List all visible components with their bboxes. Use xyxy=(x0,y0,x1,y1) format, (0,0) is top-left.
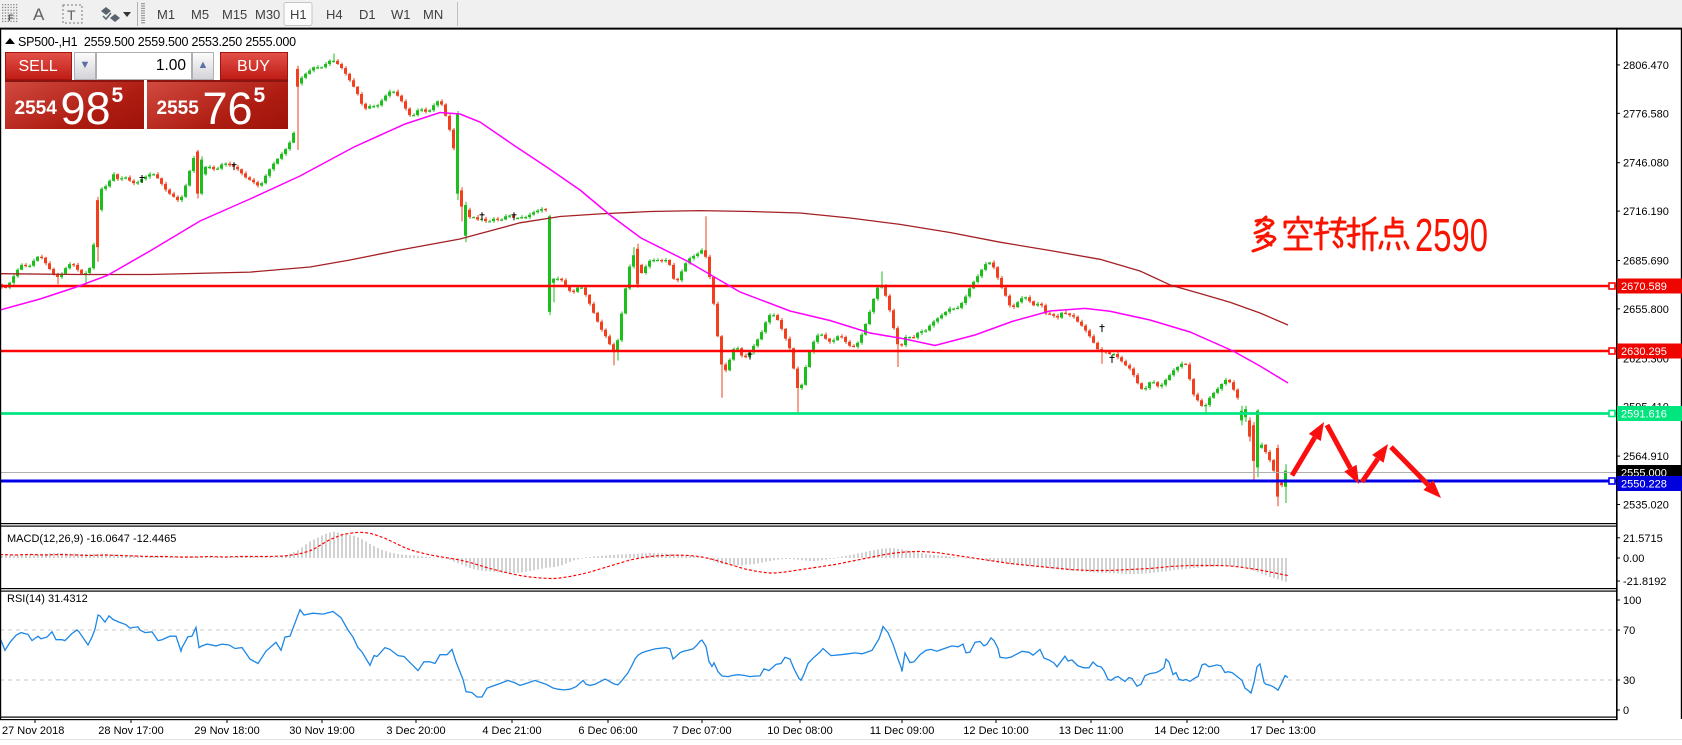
svg-text:27 Nov 2018: 27 Nov 2018 xyxy=(2,725,64,737)
svg-text:30 Nov 19:00: 30 Nov 19:00 xyxy=(289,725,354,737)
svg-text:2806.470: 2806.470 xyxy=(1623,60,1669,72)
svg-text:30: 30 xyxy=(1623,675,1635,687)
svg-text:14 Dec 12:00: 14 Dec 12:00 xyxy=(1154,725,1219,737)
svg-text:4 Dec 21:00: 4 Dec 21:00 xyxy=(482,725,541,737)
svg-text:100: 100 xyxy=(1623,595,1641,607)
svg-text:70: 70 xyxy=(1623,625,1635,637)
svg-text:2655.800: 2655.800 xyxy=(1623,304,1669,316)
svg-text:3 Dec 20:00: 3 Dec 20:00 xyxy=(386,725,445,737)
svg-text:29 Nov 18:00: 29 Nov 18:00 xyxy=(194,725,259,737)
svg-text:17 Dec 13:00: 17 Dec 13:00 xyxy=(1250,725,1315,737)
svg-text:2550.228: 2550.228 xyxy=(1621,479,1667,491)
svg-text:2746.080: 2746.080 xyxy=(1623,158,1669,170)
svg-text:0: 0 xyxy=(1623,705,1629,717)
svg-text:2685.690: 2685.690 xyxy=(1623,256,1669,268)
svg-text:2564.910: 2564.910 xyxy=(1623,451,1669,463)
svg-text:2535.020: 2535.020 xyxy=(1623,500,1669,512)
svg-text:28 Nov 17:00: 28 Nov 17:00 xyxy=(98,725,163,737)
svg-text:11 Dec 09:00: 11 Dec 09:00 xyxy=(870,725,935,737)
svg-text:A: A xyxy=(33,5,45,24)
svg-text:0.00: 0.00 xyxy=(1623,553,1644,565)
svg-text:MACD(12,26,9) -16.0647 -12.446: MACD(12,26,9) -16.0647 -12.4465 xyxy=(7,533,176,545)
svg-text:RSI(14) 31.4312: RSI(14) 31.4312 xyxy=(7,593,88,605)
svg-text:2670.589: 2670.589 xyxy=(1621,281,1667,293)
svg-text:F: F xyxy=(8,13,14,23)
svg-text:6 Dec 06:00: 6 Dec 06:00 xyxy=(578,725,637,737)
svg-text:7 Dec 07:00: 7 Dec 07:00 xyxy=(672,725,731,737)
svg-text:2590: 2590 xyxy=(1415,209,1488,261)
svg-text:2776.580: 2776.580 xyxy=(1623,108,1669,120)
svg-text:10 Dec 08:00: 10 Dec 08:00 xyxy=(767,725,832,737)
svg-text:2630.295: 2630.295 xyxy=(1621,346,1667,358)
svg-text:-21.8192: -21.8192 xyxy=(1623,576,1666,588)
svg-text:T: T xyxy=(67,7,76,23)
svg-text:12 Dec 10:00: 12 Dec 10:00 xyxy=(963,725,1028,737)
svg-text:13 Dec 11:00: 13 Dec 11:00 xyxy=(1059,725,1124,737)
svg-text:2591.616: 2591.616 xyxy=(1621,409,1667,421)
svg-text:2716.190: 2716.190 xyxy=(1623,206,1669,218)
svg-text:21.5715: 21.5715 xyxy=(1623,533,1663,545)
